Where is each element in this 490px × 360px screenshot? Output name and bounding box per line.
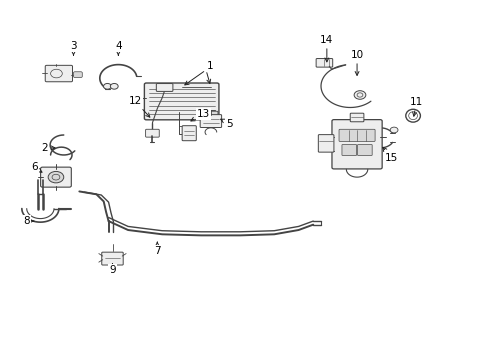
FancyBboxPatch shape: [201, 111, 218, 120]
FancyBboxPatch shape: [145, 83, 219, 120]
FancyBboxPatch shape: [156, 84, 173, 91]
Text: 4: 4: [115, 41, 122, 55]
FancyBboxPatch shape: [350, 113, 364, 122]
Circle shape: [110, 84, 118, 89]
FancyBboxPatch shape: [146, 129, 159, 137]
Text: 10: 10: [350, 50, 364, 75]
FancyBboxPatch shape: [41, 167, 72, 187]
FancyBboxPatch shape: [318, 135, 334, 152]
FancyBboxPatch shape: [358, 145, 372, 156]
FancyBboxPatch shape: [200, 114, 221, 127]
Circle shape: [354, 91, 366, 99]
Text: 2: 2: [41, 143, 55, 153]
FancyBboxPatch shape: [332, 120, 382, 169]
Text: 8: 8: [24, 216, 34, 226]
Circle shape: [103, 84, 111, 89]
FancyBboxPatch shape: [342, 145, 357, 156]
FancyBboxPatch shape: [102, 252, 123, 265]
Text: 9: 9: [109, 264, 116, 275]
Text: 11: 11: [410, 97, 423, 116]
FancyBboxPatch shape: [182, 126, 196, 141]
Text: 5: 5: [220, 118, 233, 129]
Text: 13: 13: [191, 109, 210, 121]
Text: 3: 3: [70, 41, 77, 55]
FancyBboxPatch shape: [316, 59, 333, 67]
Text: 6: 6: [31, 162, 42, 172]
Text: 15: 15: [383, 147, 398, 163]
Circle shape: [48, 171, 64, 183]
Text: 14: 14: [320, 35, 334, 62]
FancyBboxPatch shape: [45, 65, 73, 82]
FancyBboxPatch shape: [339, 129, 375, 141]
Text: 12: 12: [129, 96, 150, 117]
Text: 1: 1: [207, 61, 213, 71]
FancyBboxPatch shape: [74, 72, 82, 77]
Text: 7: 7: [154, 242, 161, 256]
Circle shape: [390, 127, 398, 133]
